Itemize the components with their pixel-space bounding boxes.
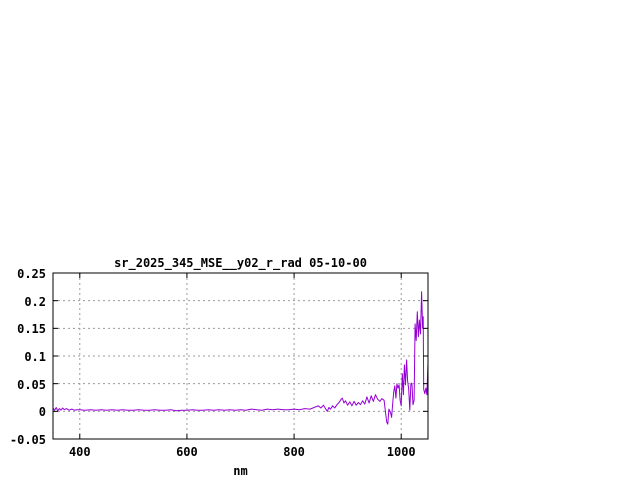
grid-lines [53,273,428,439]
y-tick-label: 0.25 [17,267,46,281]
x-tick-label: 800 [283,445,305,459]
y-tick-label: 0.15 [17,322,46,337]
data-series [52,291,429,425]
chart-title: sr_2025_345_MSE__y02_r_rad 05-10-00 [114,256,367,270]
plot-border [52,272,429,440]
x-tick-label: 600 [176,445,198,459]
x-tick-label: 400 [68,445,91,459]
y-tick-label: 0.1 [24,350,46,364]
y-tick-label: -0.05 [9,433,46,447]
y-tick-label: 0.2 [24,294,46,309]
spectrum-trace [52,291,429,425]
y-tick-label: 0.05 [17,377,46,392]
x-axis-label: nm [233,464,248,478]
y-tick-label: 0 [38,405,46,420]
x-tick-label: 1000 [386,445,416,459]
